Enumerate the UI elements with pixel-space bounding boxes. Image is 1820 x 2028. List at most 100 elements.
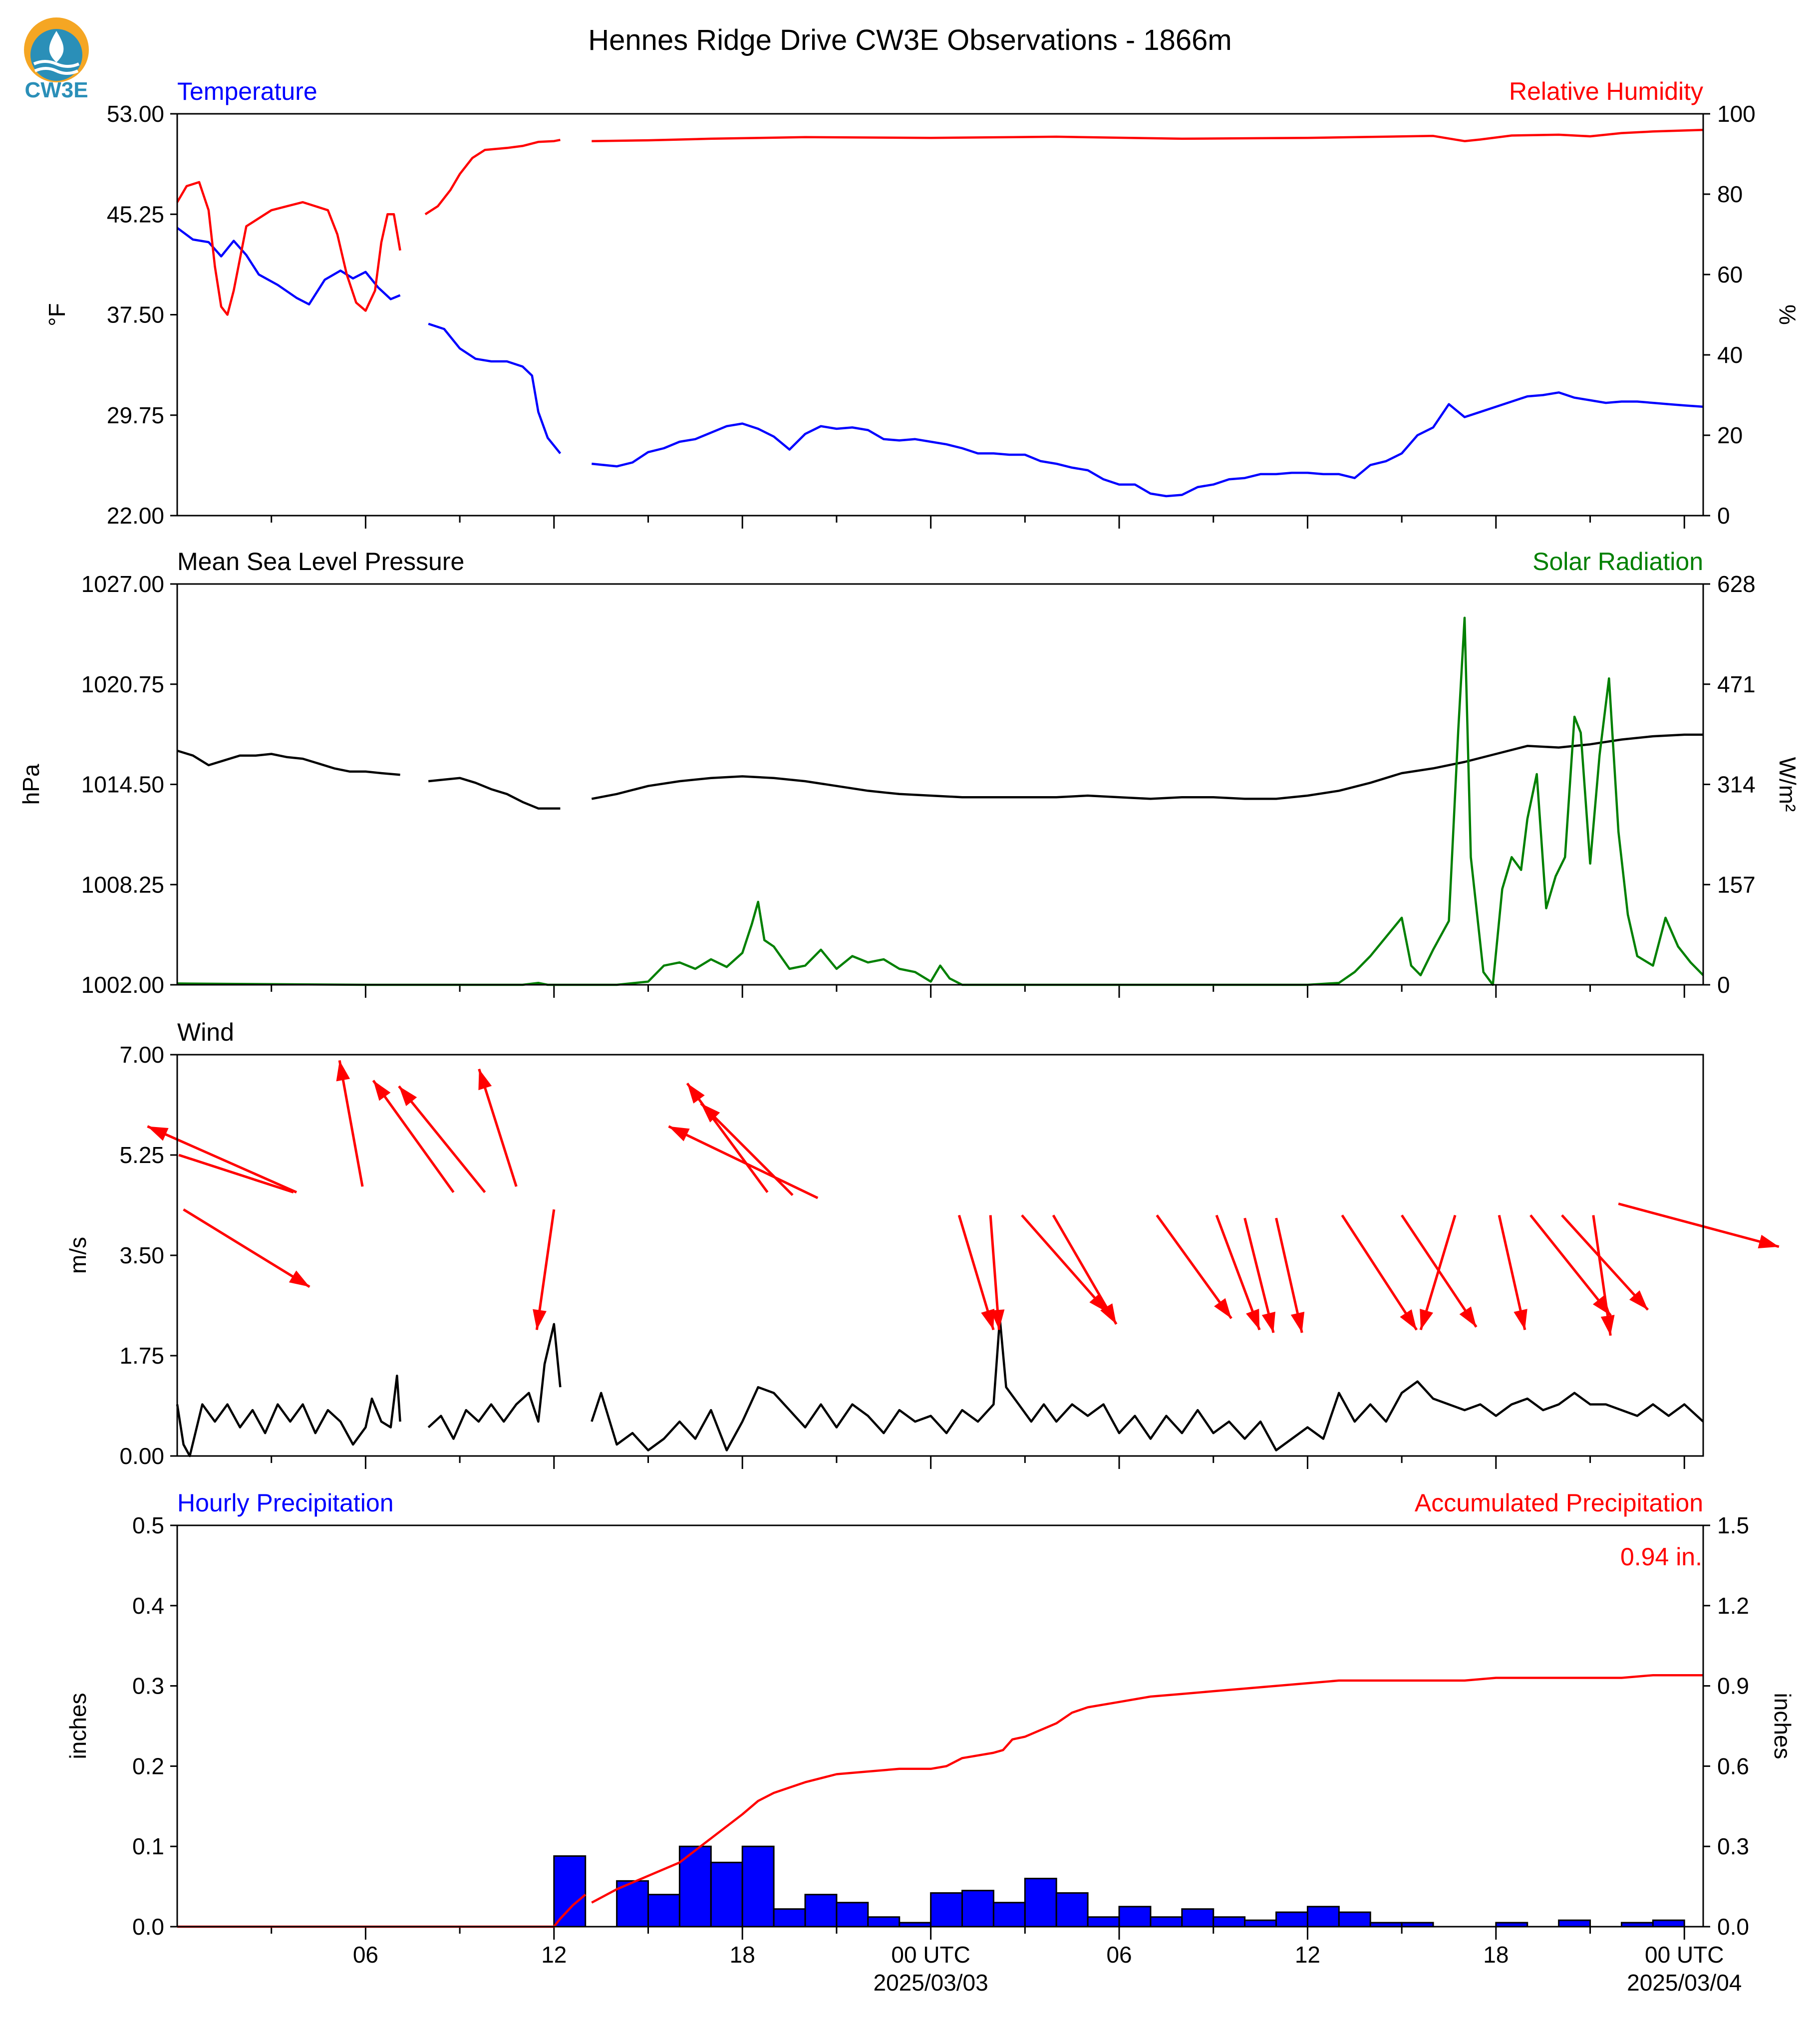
panel-4: Hourly Precipitation Accumulated Precipit…: [65, 1489, 1796, 1996]
wind-arrow-head: [399, 1086, 417, 1107]
panel-left-title: Wind: [177, 1018, 234, 1046]
x-tick-label: 00 UTC: [891, 1942, 970, 1968]
series-line-temperature: [176, 227, 1704, 498]
wind-arrow-head: [1089, 1293, 1108, 1313]
wind-arrow-head: [336, 1060, 350, 1082]
wind-arrow-head: [990, 1309, 1005, 1330]
y-axis-label: inches: [65, 1693, 91, 1759]
wind-arrow-head: [1100, 1303, 1117, 1324]
precip-bar: [1150, 1916, 1183, 1928]
precip-bar: [804, 1894, 838, 1928]
wind-arrow: [398, 1085, 486, 1193]
logo-text: CW3E: [24, 78, 88, 102]
wind-arrow-head: [687, 1083, 705, 1104]
wind-arrow: [478, 1068, 518, 1187]
y2-tick-label: 20: [1717, 422, 1743, 448]
y-tick-label: 1020.75: [81, 671, 164, 697]
y2-tick-label: 471: [1717, 671, 1756, 697]
precip-bar: [1024, 1878, 1057, 1928]
y2-tick-label: 100: [1717, 101, 1756, 127]
wind-arrow: [1529, 1214, 1612, 1317]
panel-left-title: Hourly Precipitation: [177, 1489, 394, 1517]
wind-arrow-head: [1758, 1234, 1779, 1248]
wind-arrow-head: [1514, 1309, 1527, 1330]
y2-tick-label: 0.6: [1717, 1753, 1749, 1779]
wind-arrow: [1215, 1214, 1261, 1331]
plot-frame: [176, 1054, 1704, 1457]
panel-left-title: Mean Sea Level Pressure: [177, 548, 464, 576]
plot-frame: [176, 1524, 1704, 1928]
wind-arrow-head: [1261, 1311, 1275, 1333]
wind-arrow-head: [373, 1080, 391, 1101]
precip-bar: [710, 1861, 743, 1928]
y-tick-label: 0.0: [132, 1914, 164, 1940]
wind-arrow-head: [1629, 1290, 1648, 1310]
precip-bar: [1118, 1906, 1152, 1928]
panels: Temperature Relative Humidity 22.00 29.75 37…: [18, 77, 1801, 1996]
wind-arrow: [183, 1208, 310, 1288]
panel-right-title: Accumulated Precipitation: [1415, 1489, 1703, 1517]
wind-arrow-head: [1246, 1308, 1260, 1330]
wind-arrow: [1618, 1202, 1780, 1248]
y-axis-label: hPa: [18, 764, 44, 805]
y2-tick-label: 80: [1717, 181, 1743, 207]
y2-tick-label: 157: [1717, 871, 1756, 897]
y2-tick-label: 314: [1717, 772, 1756, 798]
x-tick-label: 12: [1295, 1942, 1320, 1968]
y2-axis-label: W/m²: [1775, 757, 1801, 812]
wind-arrow: [338, 1060, 364, 1187]
y-axis-label: m/s: [65, 1237, 91, 1274]
precip-bar: [647, 1894, 680, 1928]
x-tick-label: 18: [1483, 1942, 1509, 1968]
wind-arrow-head: [1290, 1311, 1305, 1333]
precip-bar: [1055, 1892, 1089, 1928]
y-tick-label: 0.00: [119, 1443, 164, 1469]
y2-tick-label: 0.9: [1717, 1673, 1749, 1699]
y2-tick-label: 628: [1717, 571, 1756, 597]
logo-drop-icon: [49, 31, 64, 62]
chart-title: Hennes Ridge Drive CW3E Observations - 1…: [588, 24, 1231, 56]
wind-arrow-head: [1459, 1306, 1477, 1327]
wind-arrow-head: [1214, 1298, 1231, 1319]
wind-arrow: [1156, 1214, 1232, 1319]
precip-bar: [1652, 1919, 1685, 1928]
y-tick-label: 1014.50: [81, 772, 164, 798]
x-tick-label: 18: [730, 1942, 755, 1968]
precip-bar: [741, 1845, 775, 1928]
wind-arrow-head: [701, 1103, 720, 1123]
precip-bar: [1306, 1906, 1340, 1928]
y-tick-label: 29.75: [107, 402, 164, 428]
y-tick-label: 0.3: [132, 1673, 164, 1699]
plot-frame: [176, 113, 1704, 517]
y2-tick-label: 1.5: [1717, 1512, 1749, 1538]
cw3e-logo: CW3E: [24, 17, 89, 102]
x-tick-label: 12: [541, 1942, 567, 1968]
precip-bar: [1213, 1916, 1246, 1928]
y-tick-label: 3.50: [119, 1242, 164, 1268]
y-tick-label: 0.1: [132, 1833, 164, 1859]
wind-arrow-head: [533, 1309, 547, 1330]
series-line-solar-radiation: [177, 616, 1704, 986]
precip-bar: [930, 1892, 963, 1928]
wind-arrow: [686, 1082, 769, 1193]
y-tick-label: 1002.00: [81, 972, 164, 998]
y2-tick-label: 60: [1717, 262, 1743, 288]
y2-axis-label: %: [1775, 304, 1801, 325]
wind-arrow-head: [981, 1308, 995, 1330]
plot-frame: [176, 583, 1704, 986]
wind-arrow: [1021, 1214, 1109, 1314]
wind-arrow-head: [668, 1126, 690, 1142]
y-tick-label: 45.25: [107, 201, 164, 227]
wind-arrow: [1592, 1215, 1612, 1336]
y-tick-label: 53.00: [107, 101, 164, 127]
precip-bar: [836, 1902, 869, 1928]
wind-arrow-head: [289, 1270, 310, 1287]
wind-arrow: [1052, 1214, 1118, 1325]
panel-right-title: Relative Humidity: [1509, 77, 1703, 105]
wind-arrow-head: [1420, 1308, 1434, 1330]
panel-1: Temperature Relative Humidity 22.00 29.75 37…: [44, 77, 1801, 529]
precip-bar: [1275, 1911, 1308, 1928]
x-tick-label: 00 UTC: [1645, 1942, 1724, 1968]
